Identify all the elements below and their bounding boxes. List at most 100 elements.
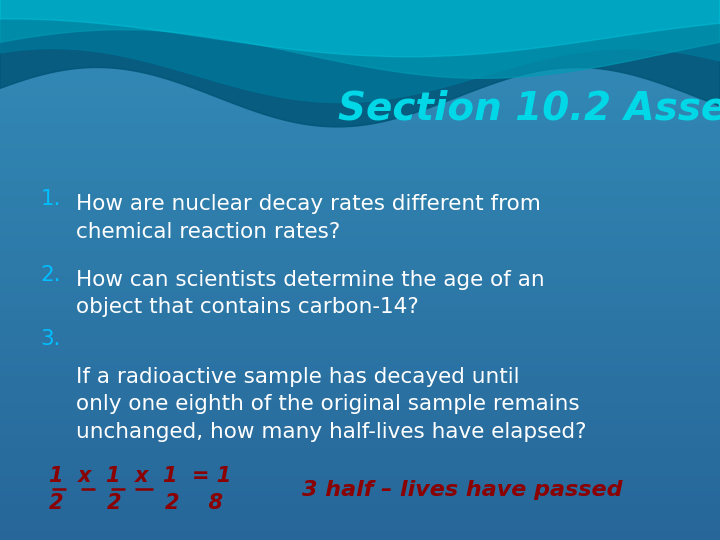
Bar [0, 457, 720, 459]
Bar [0, 250, 720, 252]
Bar [0, 139, 720, 140]
Bar [0, 99, 720, 101]
Bar [0, 295, 720, 297]
Bar [0, 274, 720, 275]
Bar [0, 184, 720, 185]
Bar [0, 403, 720, 405]
Bar [0, 369, 720, 371]
Bar [0, 142, 720, 144]
Bar [0, 61, 720, 63]
Bar [0, 380, 720, 382]
Text: Section 10.2 Assessment: Section 10.2 Assessment [338, 89, 720, 127]
Bar [0, 204, 720, 205]
Bar [0, 66, 720, 69]
Bar [0, 434, 720, 436]
Bar [0, 535, 720, 536]
Bar [0, 38, 720, 39]
Bar [0, 59, 720, 61]
Bar [0, 436, 720, 437]
Bar [0, 290, 720, 292]
Bar [0, 255, 720, 258]
Bar [0, 282, 720, 285]
Bar [0, 189, 720, 191]
Text: 1.: 1. [41, 189, 61, 209]
Bar [0, 459, 720, 461]
Bar [0, 463, 720, 464]
Bar [0, 115, 720, 117]
Bar [0, 43, 720, 45]
Bar [0, 131, 720, 133]
Bar [0, 31, 720, 32]
Bar [0, 112, 720, 113]
Bar [0, 515, 720, 517]
Bar [0, 0, 720, 2]
Bar [0, 11, 720, 12]
Bar [0, 169, 720, 171]
Bar [0, 232, 720, 234]
Bar [0, 9, 720, 11]
Bar [0, 225, 720, 227]
Bar [0, 508, 720, 509]
Bar [0, 498, 720, 501]
Bar [0, 70, 720, 72]
Text: 3.: 3. [41, 329, 61, 349]
Bar [0, 238, 720, 239]
Bar [0, 401, 720, 403]
Bar [0, 509, 720, 511]
Bar [0, 317, 720, 319]
Bar [0, 16, 720, 18]
Bar [0, 49, 720, 50]
Bar [0, 373, 720, 374]
Bar [0, 5, 720, 7]
Bar [0, 292, 720, 293]
Bar [0, 525, 720, 528]
Bar [0, 137, 720, 139]
Bar [0, 23, 720, 25]
Bar [0, 187, 720, 189]
Text: 3 half – lives have passed: 3 half – lives have passed [302, 480, 623, 500]
Bar [0, 96, 720, 97]
Bar [0, 420, 720, 421]
Bar [0, 104, 720, 106]
Bar [0, 344, 720, 346]
Bar [0, 385, 720, 387]
Bar [0, 437, 720, 439]
Bar [0, 241, 720, 243]
Bar [0, 101, 720, 103]
Bar [0, 218, 720, 220]
Bar [0, 247, 720, 248]
Bar [0, 178, 720, 180]
Bar [0, 34, 720, 36]
Bar [0, 108, 720, 110]
Bar [0, 351, 720, 353]
Bar [0, 236, 720, 238]
Bar [0, 443, 720, 444]
Bar [0, 349, 720, 351]
Text: How are nuclear decay rates different from
chemical reaction rates?: How are nuclear decay rates different fr… [76, 194, 541, 241]
Bar [0, 2, 720, 4]
Text: How can scientists determine the age of an
object that contains carbon-14?: How can scientists determine the age of … [76, 270, 544, 317]
Bar [0, 162, 720, 164]
Bar [0, 455, 720, 457]
Bar [0, 167, 720, 169]
Bar [0, 356, 720, 358]
Bar [0, 144, 720, 146]
Bar [0, 461, 720, 463]
Bar [0, 212, 720, 214]
Bar [0, 207, 720, 209]
Bar [0, 209, 720, 211]
Bar [0, 36, 720, 38]
Bar [0, 18, 720, 20]
Bar [0, 214, 720, 216]
Bar [0, 481, 720, 482]
Bar [0, 191, 720, 193]
Bar [0, 79, 720, 81]
Bar [0, 120, 720, 123]
Bar [0, 261, 720, 263]
Bar [0, 128, 720, 130]
Bar [0, 336, 720, 339]
Bar [0, 302, 720, 304]
Bar [0, 220, 720, 221]
Bar [0, 376, 720, 378]
Bar [0, 362, 720, 363]
